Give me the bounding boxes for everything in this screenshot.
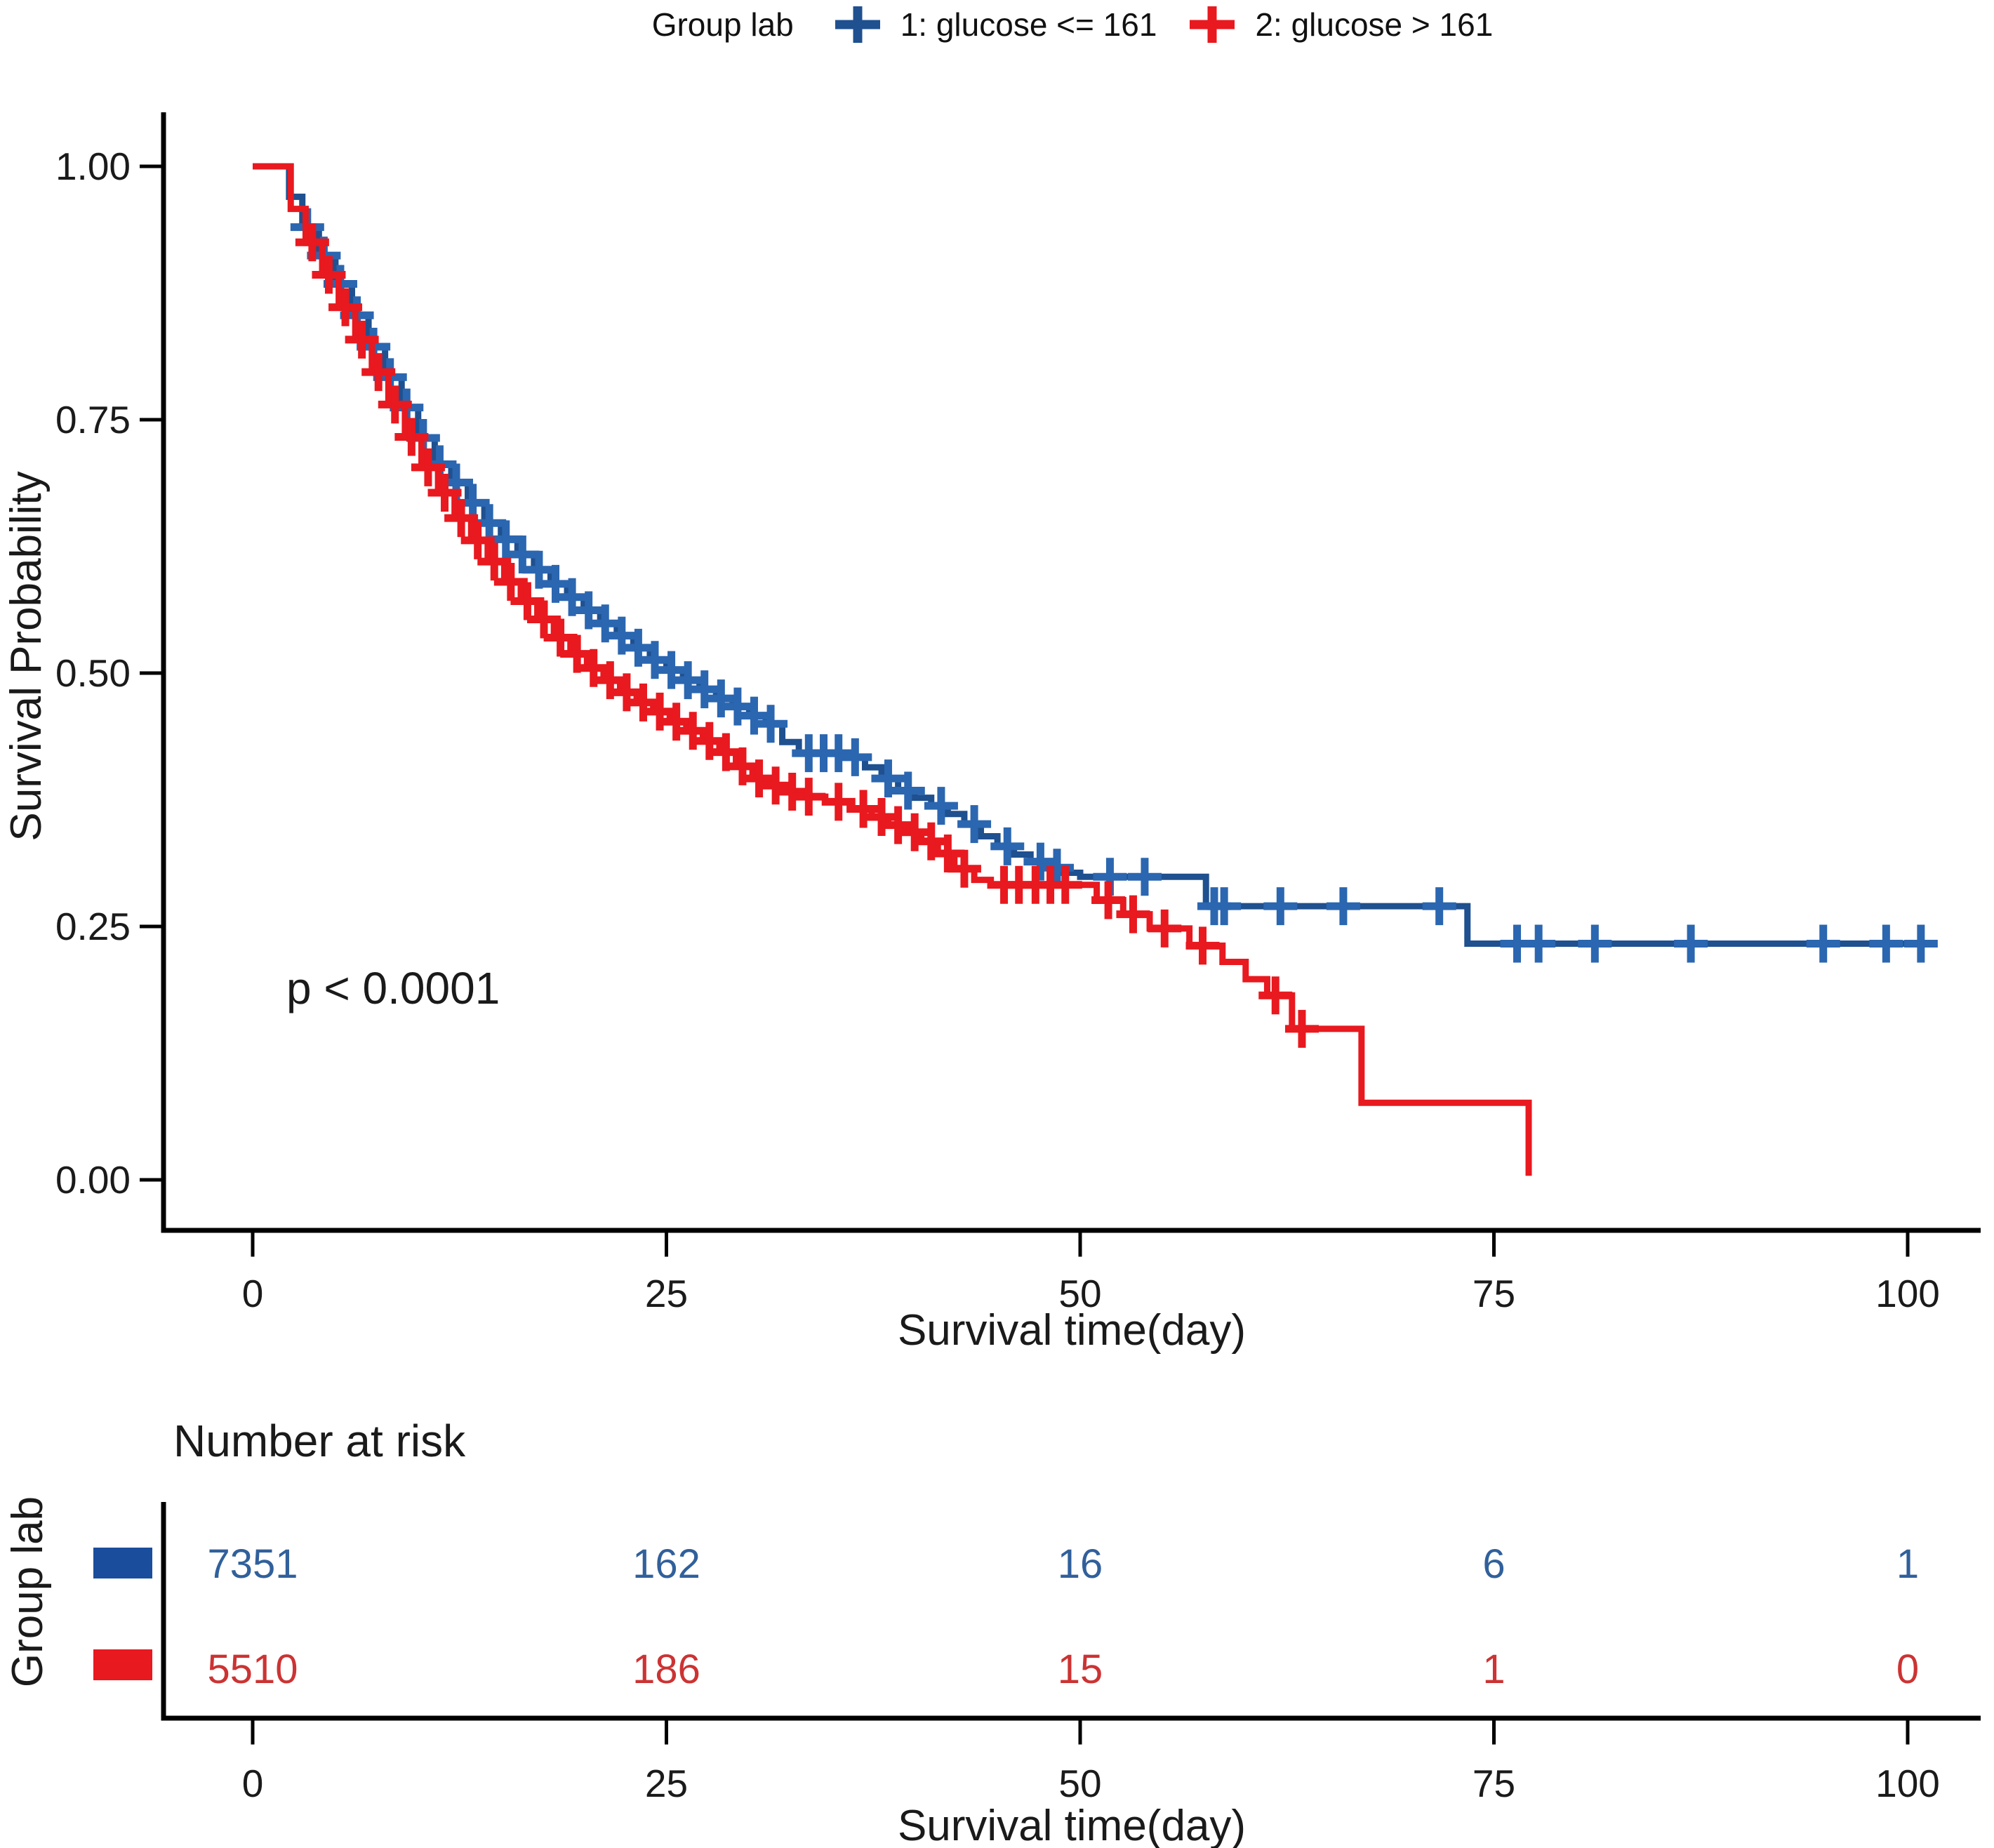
risk-x-tick-label: 75 [1473,1762,1515,1805]
y-tick-label: 0.75 [55,398,131,441]
legend-title: Group lab [651,6,794,43]
p-value-annotation: p < 0.0001 [286,963,500,1013]
risk-count: 6 [1482,1541,1505,1587]
risk-count: 15 [1058,1647,1103,1692]
legend-label-group2: 2: glucose > 161 [1255,6,1494,43]
x-tick-label: 75 [1473,1272,1515,1315]
y-axis-title: Survival Probability [2,471,51,841]
risk-count: 1 [1482,1647,1505,1692]
x-tick-label: 25 [645,1272,688,1315]
risk-count: 1 [1896,1541,1919,1587]
risk-x-tick-label: 50 [1058,1762,1101,1805]
risk-x-axis-title: Survival time(day) [898,1802,1246,1848]
x-axis-title: Survival time(day) [898,1306,1246,1355]
plot-legend: Group lab 1: glucose <= 161 2: glucose >… [0,3,1994,46]
risk-count: 7351 [207,1541,298,1587]
y-tick-label: 0.25 [55,905,131,948]
censor-cross-icon-blue [835,6,880,43]
censor-cross-icon-red [1190,6,1235,43]
km-curve-group2 [253,163,1532,1176]
risk-count: 16 [1058,1541,1103,1587]
y-tick-label: 0.00 [55,1158,131,1202]
risk-group-axis-label: Group lab [4,1496,52,1687]
risk-x-tick-label: 25 [645,1762,688,1805]
risk-table-title: Number at risk [173,1416,466,1466]
y-tick-label: 1.00 [55,145,131,188]
legend-item-group1: 1: glucose <= 161 [833,3,1157,46]
x-tick-label: 0 [242,1272,264,1315]
legend-item-group2: 2: glucose > 161 [1188,3,1493,46]
y-tick-label: 0.50 [55,651,131,695]
risk-x-tick-label: 0 [242,1762,264,1805]
risk-count: 0 [1896,1647,1919,1692]
legend-label-group1: 1: glucose <= 161 [900,6,1157,43]
risk-x-tick-label: 100 [1875,1762,1940,1805]
x-tick-label: 50 [1058,1272,1101,1315]
risk-count: 186 [632,1647,700,1692]
risk-row-swatch-group2 [93,1649,152,1680]
risk-count: 162 [632,1541,700,1587]
risk-count: 5510 [207,1647,298,1692]
x-tick-label: 100 [1875,1272,1940,1315]
risk-row-swatch-group1 [93,1548,152,1578]
